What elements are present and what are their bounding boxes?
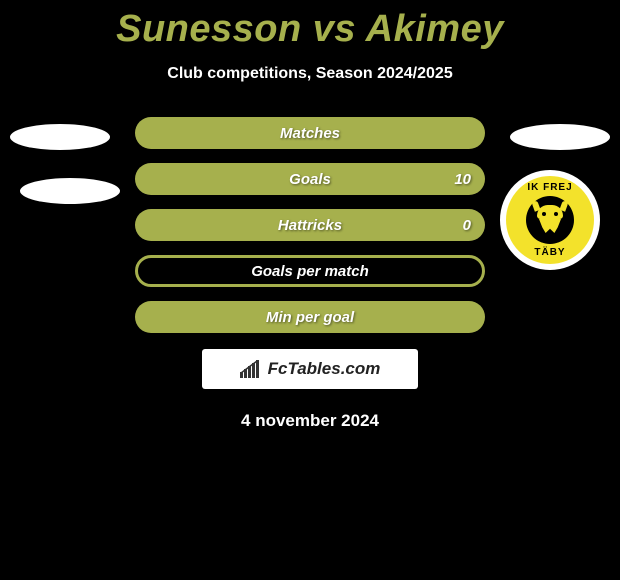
stat-value-right: 10 [454,171,471,188]
stat-label: Goals [135,171,485,188]
stat-row: Min per goal [0,301,620,333]
stat-bar-fill: Goals10 [135,163,485,195]
bar-chart-icon [240,360,262,378]
stat-row: Matches [0,117,620,149]
fctables-attribution: FcTables.com [202,349,418,389]
stat-row: Goals10 [0,163,620,195]
stat-bar-fill: Hattricks0 [135,209,485,241]
stat-bar: Min per goal [135,301,485,333]
stat-label: Min per goal [135,309,485,326]
stat-row: Goals per match [0,255,620,287]
stat-label: Hattricks [135,217,485,234]
stat-bar-fill: Goals per match [135,255,485,287]
date-label: 4 november 2024 [0,411,620,431]
page-title: Sunesson vs Akimey [0,0,620,51]
stat-label: Matches [135,125,485,142]
stat-bar: Matches [135,117,485,149]
stat-row: Hattricks0 [0,209,620,241]
stat-bar: Goals per match [135,255,485,287]
stat-bar: Goals10 [135,163,485,195]
stat-bar-fill: Min per goal [135,301,485,333]
stat-label: Goals per match [138,263,482,280]
fctables-label: FcTables.com [268,359,381,379]
stat-bar-fill: Matches [135,117,485,149]
stat-bar: Hattricks0 [135,209,485,241]
subtitle: Club competitions, Season 2024/2025 [0,65,620,83]
stat-value-right: 0 [463,217,471,234]
stats-rows: Matches Goals10 Hattricks0 Goals per match M… [0,117,620,333]
